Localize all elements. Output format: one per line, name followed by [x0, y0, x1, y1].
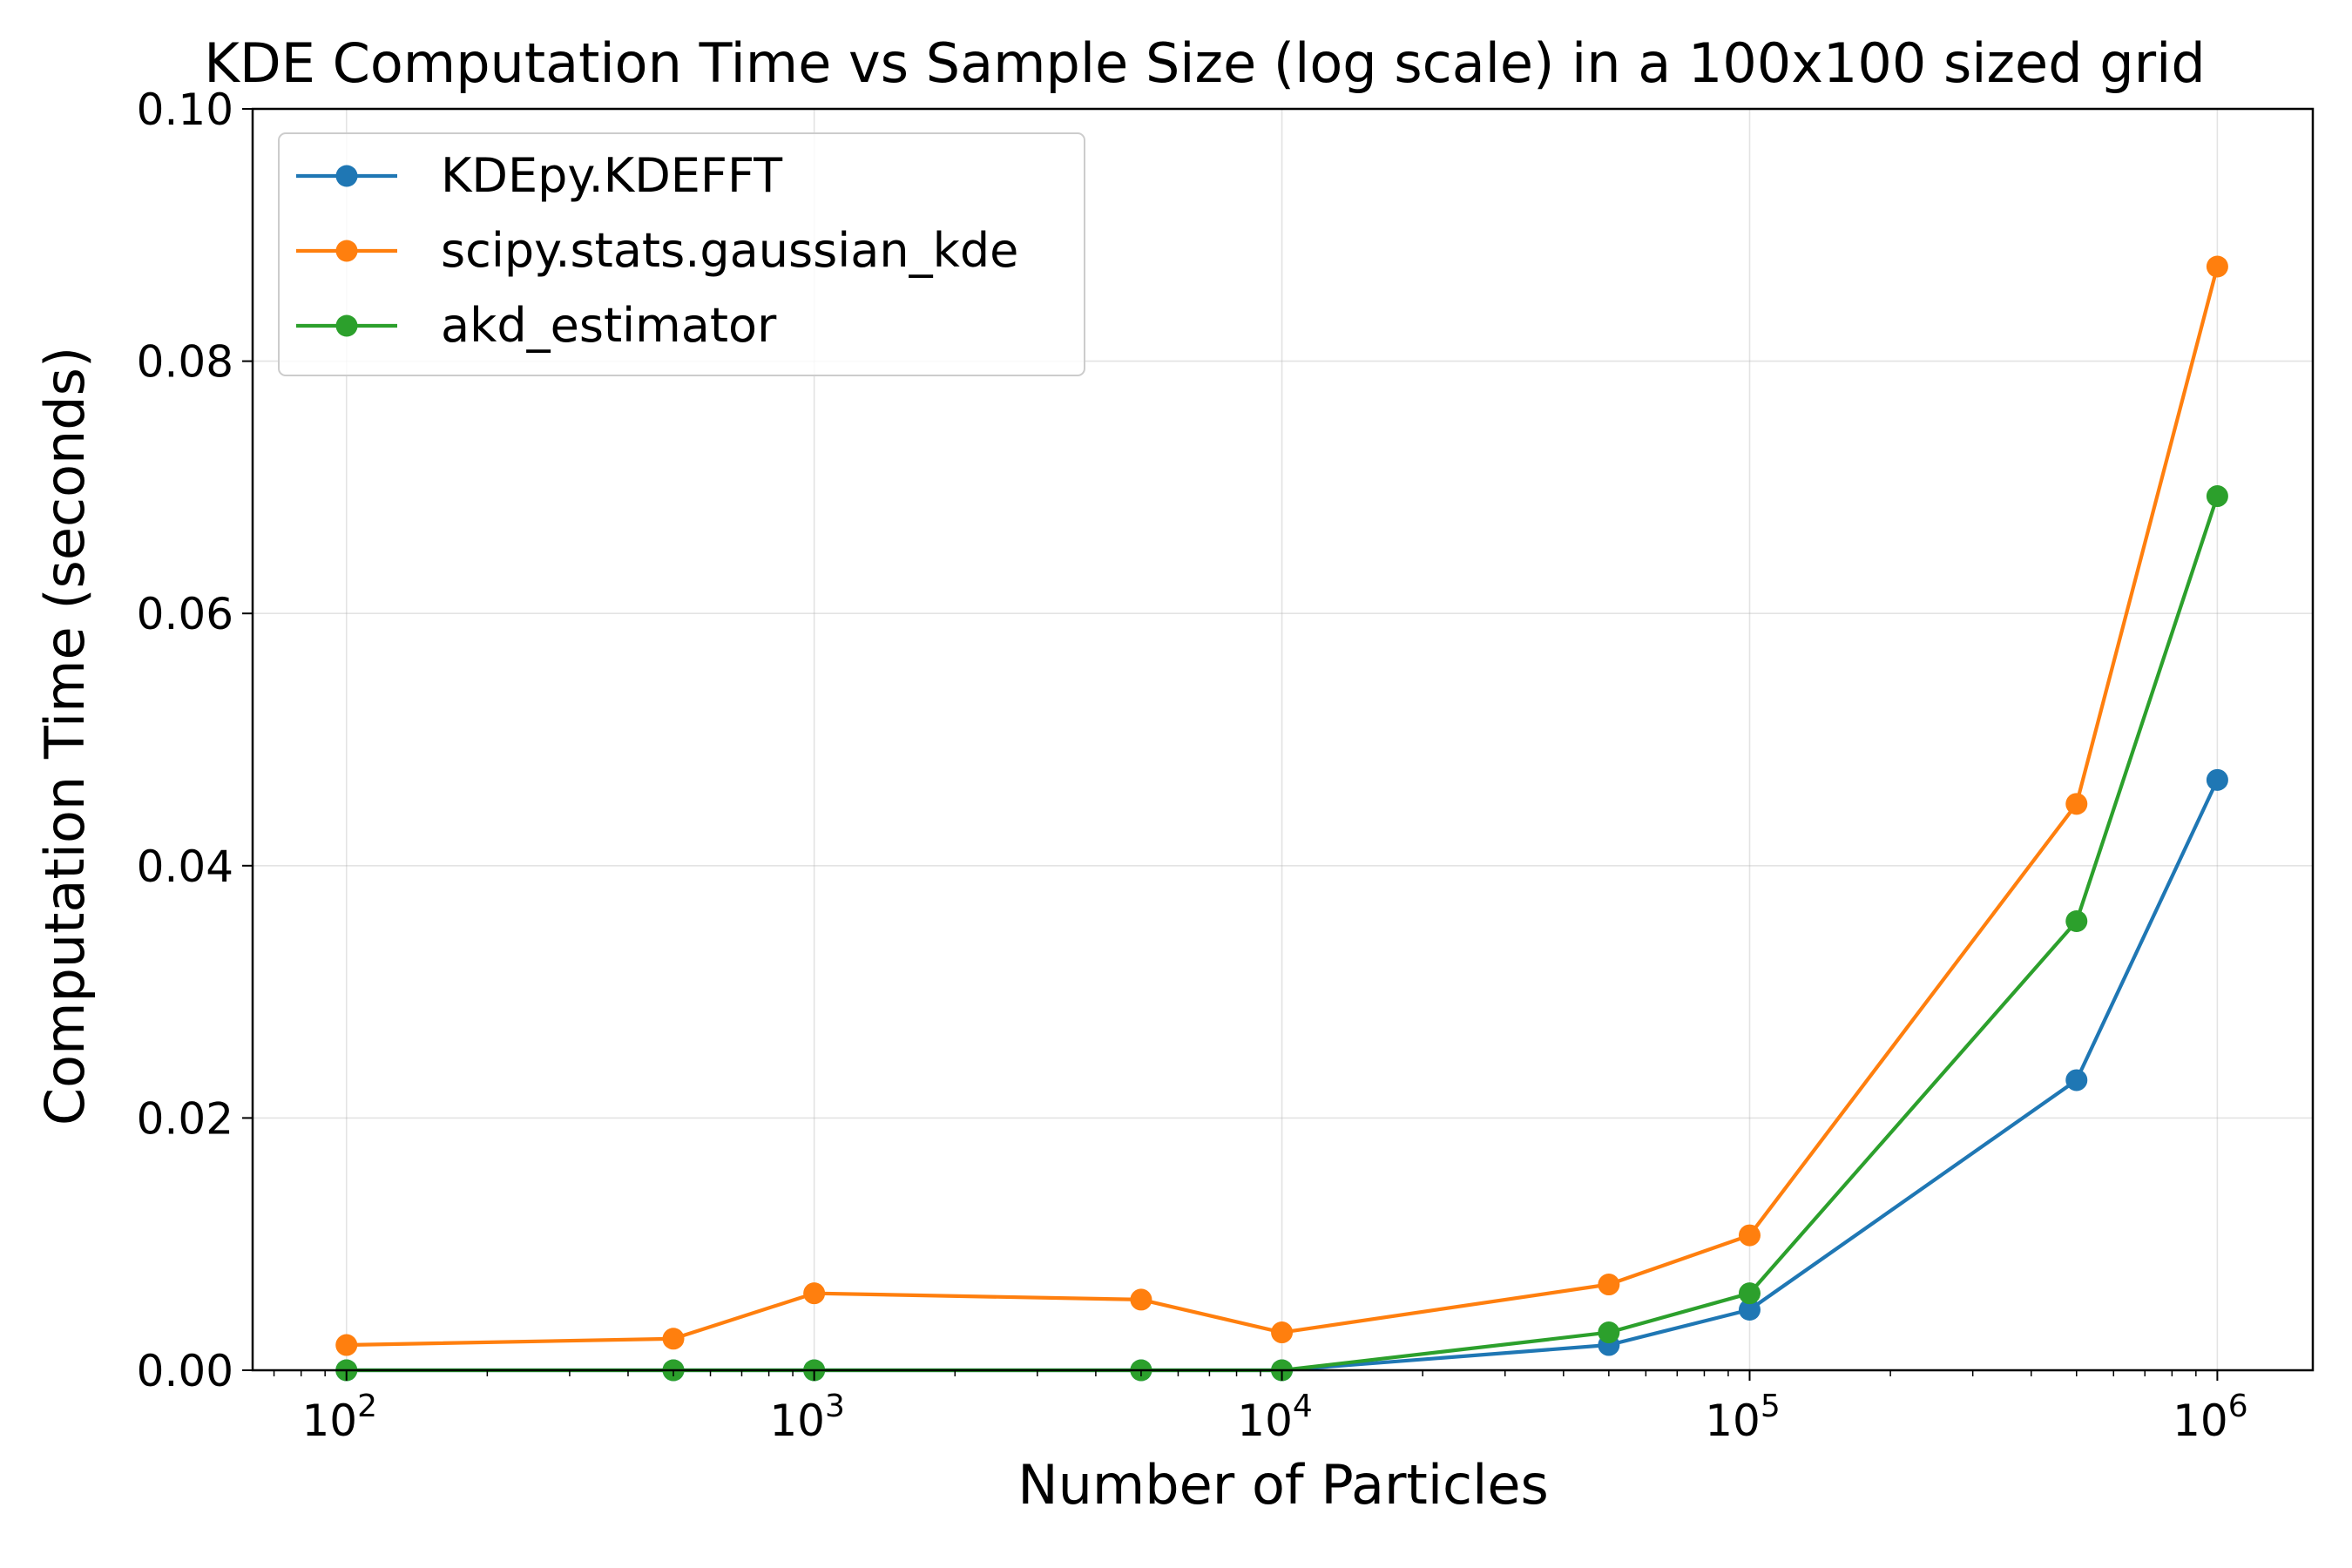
- data-point-1: [1271, 1321, 1294, 1344]
- x-tick-exponent: 3: [825, 1389, 845, 1424]
- x-tick-base: 10: [2173, 1396, 2228, 1446]
- data-point-0: [2206, 768, 2228, 791]
- legend-swatch-marker: [335, 240, 358, 262]
- chart-title: KDE Computation Time vs Sample Size (log…: [204, 31, 2205, 95]
- legend-label: scipy.stats.gaussian_kde: [441, 223, 1018, 278]
- data-point-1: [1130, 1288, 1152, 1311]
- data-point-2: [1598, 1321, 1620, 1344]
- x-tick-label: 104: [1237, 1389, 1313, 1446]
- legend-label: akd_estimator: [441, 298, 777, 353]
- y-tick-label: 0.04: [137, 841, 233, 892]
- x-tick-exponent: 2: [357, 1389, 377, 1424]
- y-tick-label: 0.10: [137, 84, 233, 135]
- data-point-1: [335, 1334, 358, 1356]
- legend-swatch-marker: [335, 165, 358, 187]
- x-tick-label: 106: [2173, 1389, 2248, 1446]
- legend: KDEpy.KDEFFT scipy.stats.gaussian_kde akd_…: [278, 132, 1085, 376]
- x-tick-base: 10: [1705, 1396, 1761, 1446]
- data-point-0: [1738, 1298, 1761, 1321]
- y-axis-label: Computation Time (seconds): [33, 347, 97, 1125]
- legend-box: [278, 132, 1085, 376]
- data-point-1: [803, 1282, 826, 1305]
- y-tick-label: 0.02: [137, 1093, 233, 1144]
- x-tick-label: 102: [301, 1389, 377, 1446]
- x-tick-exponent: 5: [1761, 1389, 1781, 1424]
- x-tick-base: 10: [301, 1396, 357, 1446]
- data-point-1: [1738, 1224, 1761, 1247]
- legend-label: KDEpy.KDEFFT: [441, 148, 783, 203]
- y-tick-label: 0.06: [137, 589, 233, 639]
- y-tick-label: 0.00: [137, 1346, 233, 1396]
- x-tick-base: 10: [769, 1396, 825, 1446]
- x-tick-exponent: 6: [2228, 1389, 2248, 1424]
- data-point-1: [2065, 793, 2088, 815]
- data-point-2: [1738, 1282, 1761, 1305]
- data-point-1: [2206, 255, 2228, 278]
- x-tick-label: 105: [1705, 1389, 1781, 1446]
- legend-swatch-marker: [335, 314, 358, 337]
- data-point-1: [1598, 1274, 1620, 1296]
- y-tick-label: 0.08: [137, 337, 233, 388]
- x-tick-exponent: 4: [1293, 1389, 1313, 1424]
- x-axis-label: Number of Particles: [1017, 1453, 1549, 1517]
- data-point-2: [2065, 910, 2088, 933]
- x-tick-label: 103: [769, 1389, 845, 1446]
- data-point-1: [662, 1328, 685, 1350]
- x-tick-base: 10: [1237, 1396, 1293, 1446]
- data-point-0: [2065, 1069, 2088, 1092]
- data-point-2: [2206, 485, 2228, 508]
